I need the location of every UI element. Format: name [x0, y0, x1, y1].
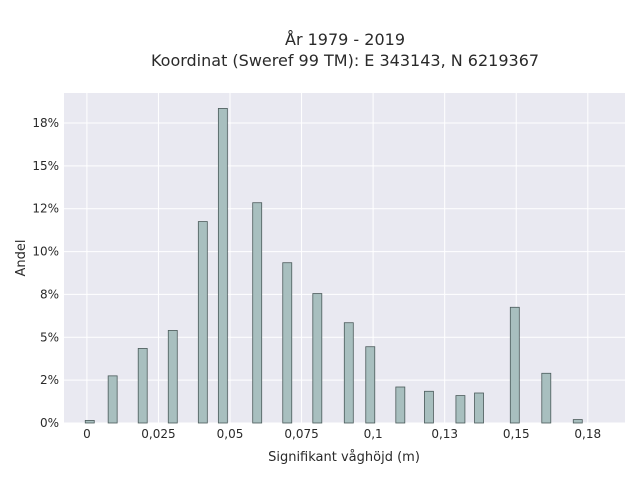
chart-title: År 1979 - 2019 [285, 30, 405, 49]
histogram-bar [424, 390, 434, 424]
histogram-bar [84, 420, 95, 424]
x-axis-title: Signifikant våghöjd (m) [268, 450, 420, 465]
y-tick-label: 5% [40, 330, 59, 344]
x-tick-label: 0,05 [217, 427, 244, 441]
bars [84, 108, 583, 424]
x-tick-label: 0 [83, 427, 91, 441]
x-tick-label: 0,1 [364, 427, 383, 441]
histogram-bar [217, 108, 228, 424]
histogram-bar [474, 392, 484, 424]
x-tick-label: 0,075 [284, 427, 318, 441]
y-tick-label: 0% [40, 416, 59, 430]
x-tick-label: 0,15 [503, 427, 530, 441]
x-tick-label: 0,18 [574, 427, 601, 441]
y-tick-label: 10% [32, 245, 59, 259]
y-axis-title: Andel [14, 240, 29, 277]
y-tick-label: 12% [32, 202, 59, 216]
x-tick-label: 0,025 [141, 427, 175, 441]
y-tick-label: 18% [32, 116, 59, 130]
y-tick-label: 15% [32, 159, 59, 173]
histogram-bar [343, 322, 354, 424]
histogram-bar [395, 386, 406, 424]
y-tick-label: 2% [40, 373, 59, 387]
histogram-bar [312, 293, 323, 424]
x-tick-labels: 0 0,025 0,05 0,075 0,1 0,13 0,15 0,18 [83, 427, 601, 441]
histogram-bar [197, 221, 208, 424]
histogram-bar [541, 372, 552, 424]
y-tick-labels: 0% 2% 5% 8% 10% 12% 15% 18% [32, 116, 59, 430]
y-tick-label: 8% [40, 287, 59, 301]
chart-subtitle: Koordinat (Sweref 99 TM): E 343143, N 62… [151, 51, 539, 70]
histogram-bar [365, 346, 376, 424]
histogram-bar [167, 330, 178, 424]
histogram-bar [455, 395, 466, 424]
histogram-bar [282, 262, 293, 424]
histogram-bar [107, 375, 118, 424]
x-tick-label: 0,13 [431, 427, 458, 441]
histogram-bar [509, 306, 520, 424]
histogram-bar [252, 202, 263, 424]
histogram-bar [572, 419, 583, 424]
histogram-bar [137, 348, 148, 424]
